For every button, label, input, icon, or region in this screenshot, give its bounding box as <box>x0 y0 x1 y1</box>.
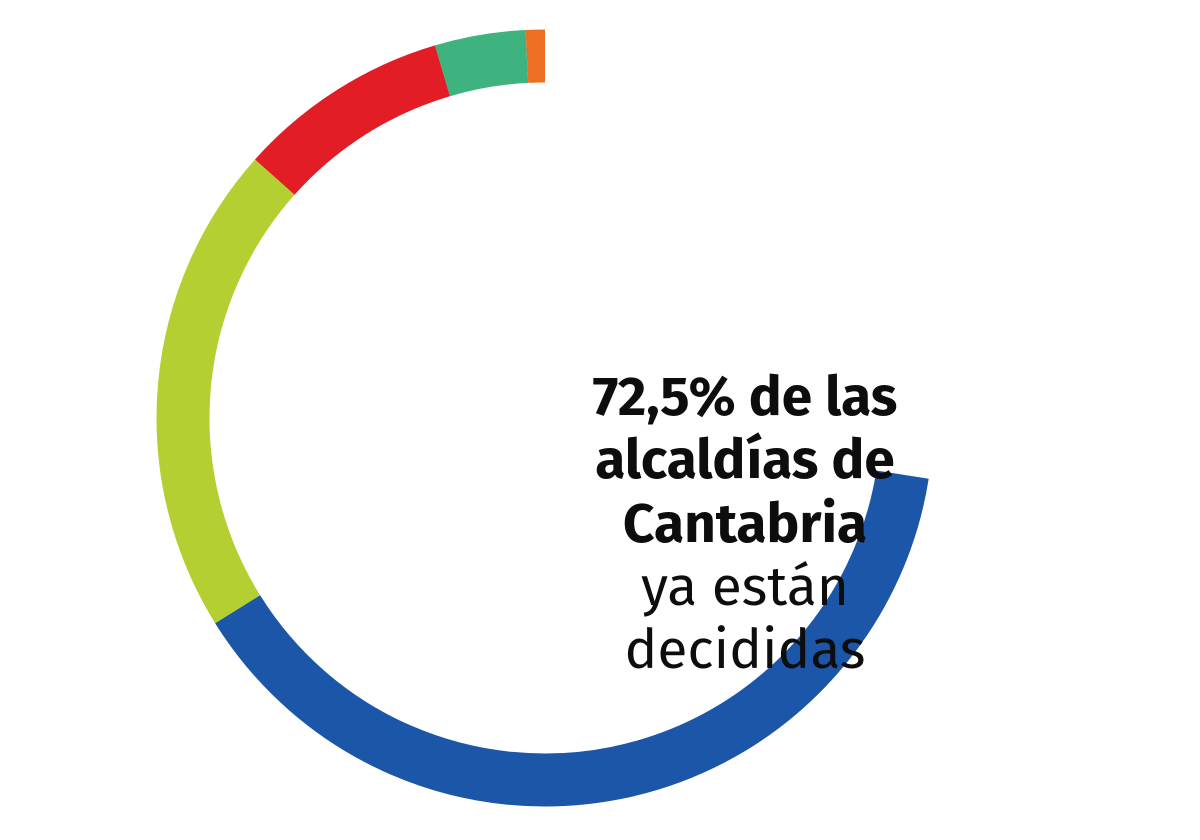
caption: 72,5% de lasalcaldías deCantabriaya está… <box>485 366 1005 682</box>
caption-regular: ya estándecididas <box>485 556 1005 683</box>
donut-segment-green <box>443 56 527 70</box>
donut-segment-lime <box>183 177 275 609</box>
donut-segment-red <box>275 71 443 177</box>
caption-bold: 72,5% de lasalcaldías deCantabria <box>485 366 1005 556</box>
chart-stage: 72,5% de lasalcaldías deCantabriaya está… <box>0 0 1200 840</box>
